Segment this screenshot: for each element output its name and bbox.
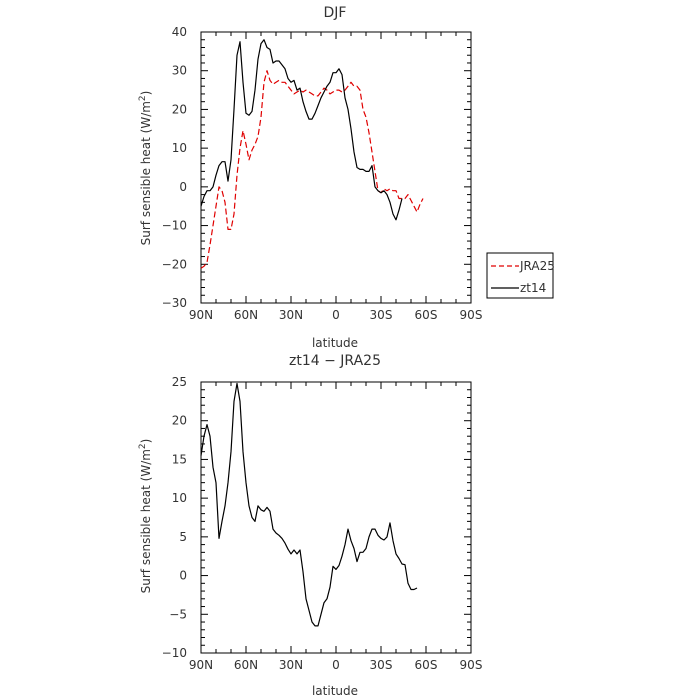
legend-label-zt14: zt14 <box>520 281 546 295</box>
top-chart: 90N 60N 30N 0 30S 60S 90S −30 −20 −10 0 10 20 30 40 <box>162 25 483 322</box>
bottom-chart-ylabel: Surf sensible heat (W/m2) <box>138 439 153 594</box>
y-tick-label: 5 <box>179 530 187 544</box>
y-tick-label: 15 <box>172 452 187 466</box>
bottom-chart-xlabel: latitude <box>312 684 358 698</box>
y-tick-label: 20 <box>172 414 187 428</box>
y-tick-label: −10 <box>162 219 187 233</box>
x-tick-label: 90N <box>189 658 213 672</box>
y-tick-label: 40 <box>172 25 187 39</box>
y-tick-label: −10 <box>162 646 187 660</box>
x-tick-label: 30S <box>370 308 393 322</box>
legend: JRA25 zt14 <box>486 252 555 299</box>
y-tick-label: 10 <box>172 491 187 505</box>
y-tick-label: 30 <box>172 64 187 78</box>
y-tick-label: 10 <box>172 141 187 155</box>
series-line-zt14-jra25 <box>200 382 418 627</box>
x-tick-label: 60N <box>234 308 258 322</box>
x-tick-label: 90S <box>460 658 483 672</box>
legend-label-jra25: JRA25 <box>519 259 555 273</box>
y-tick-label: 25 <box>172 375 187 389</box>
y-tick-label: −20 <box>162 257 187 271</box>
x-tick-label: 90N <box>189 308 213 322</box>
y-tick-label: −5 <box>169 607 187 621</box>
x-tick-label: 30N <box>279 308 303 322</box>
y-tick-label: 0 <box>179 569 187 583</box>
top-chart-xlabel: latitude <box>312 336 358 350</box>
bottom-chart-ylabel-sup: 2 <box>138 443 148 449</box>
x-tick-label: 0 <box>332 308 340 322</box>
y-tick-label: 20 <box>172 102 187 116</box>
x-tick-label: 60S <box>415 308 438 322</box>
legend-box <box>486 252 554 299</box>
top-chart-title: DJF <box>324 5 347 21</box>
y-tick-label: 0 <box>179 180 187 194</box>
top-chart-ylabel-close: ) <box>139 91 153 96</box>
x-tick-label: 0 <box>332 658 340 672</box>
series-line-jra25 <box>200 70 424 269</box>
bottom-chart-title: zt14 − JRA25 <box>289 353 381 369</box>
bottom-chart-ylabel-close: ) <box>139 439 153 444</box>
x-tick-label: 30N <box>279 658 303 672</box>
y-tick-label: −30 <box>162 296 187 310</box>
x-tick-label: 60N <box>234 658 258 672</box>
top-chart-ylabel-main: Surf sensible heat (W/m <box>139 101 153 245</box>
bottom-chart: 90N 60N 30N 0 30S 60S 90S −10 −5 0 5 10 15 20 25 <box>162 375 483 672</box>
series-line-zt14 <box>200 39 403 221</box>
x-tick-label: 30S <box>370 658 393 672</box>
x-tick-label: 60S <box>415 658 438 672</box>
top-chart-ylabel-sup: 2 <box>138 95 148 101</box>
top-chart-ylabel: Surf sensible heat (W/m2) <box>138 91 153 246</box>
bottom-chart-ylabel-main: Surf sensible heat (W/m <box>139 449 153 593</box>
x-tick-label: 90S <box>460 308 483 322</box>
